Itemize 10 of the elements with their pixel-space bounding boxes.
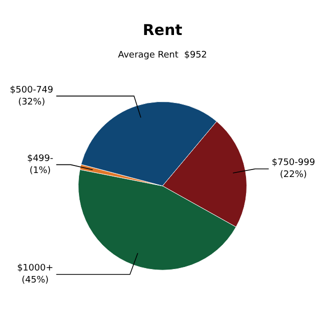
data-label: (32%) [18, 97, 46, 108]
slice-label: $500-749 [10, 85, 54, 96]
data-label: (22%) [280, 170, 307, 180]
slice-label: $499- [27, 154, 54, 164]
slice-label: $1000+ [17, 264, 54, 274]
data-label: (45%) [22, 276, 49, 286]
chart-subtitle: Average Rent $952 [118, 50, 208, 61]
data-label: (1%) [30, 166, 51, 176]
slice-label: $750-999 [272, 158, 316, 168]
chart-title: Rent [142, 20, 182, 39]
